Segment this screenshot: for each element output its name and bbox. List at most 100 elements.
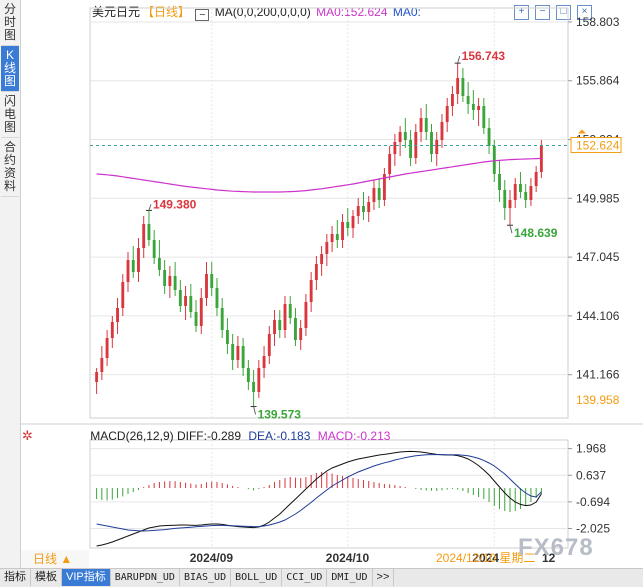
macd-diff: DIFF:-0.289 — [176, 429, 241, 443]
sidebar: 分时图 K线图 闪电图 合约资料 — [0, 0, 21, 568]
current-price-label: 152.624 — [576, 139, 620, 153]
candle-body — [126, 260, 130, 282]
date-label: 2024 — [472, 551, 499, 565]
candle-body — [424, 118, 428, 132]
candle-body — [461, 78, 465, 96]
indicator-tab-6[interactable]: CCI_UD — [282, 569, 328, 586]
indicator-tab-8[interactable]: >> — [373, 569, 395, 586]
candle-body — [372, 188, 376, 202]
current-price-box — [570, 137, 622, 154]
candle-body — [131, 260, 135, 272]
candle-body — [267, 334, 271, 356]
price-pane-frame — [89, 7, 569, 419]
candle-body — [471, 104, 475, 110]
candle-body — [137, 248, 140, 272]
candle-body — [152, 240, 156, 258]
add-icon[interactable]: + — [514, 5, 529, 20]
candle-body — [409, 140, 413, 158]
candle-body — [163, 270, 167, 286]
candle-body — [246, 368, 250, 382]
candle-body — [450, 94, 454, 106]
candle-body — [335, 234, 339, 240]
candle-body — [210, 274, 214, 288]
candle-body — [508, 200, 512, 208]
candle-body — [314, 264, 318, 280]
swing-low-annotation-leader — [509, 225, 513, 234]
candle-body — [430, 132, 433, 154]
candle-body — [147, 224, 151, 240]
candle-body — [283, 304, 287, 330]
sidebar-tab-3[interactable]: 合约资料 — [1, 138, 19, 197]
ma-settings-icon[interactable]: ∼ — [195, 9, 210, 21]
close-icon[interactable]: × — [577, 5, 592, 20]
macd-title: MACD(26,12,9) — [90, 429, 174, 443]
period-button[interactable]: 日线 ▲ — [33, 552, 73, 566]
minus-icon[interactable]: − — [535, 5, 550, 20]
macd-dea-line — [96, 454, 542, 532]
candle-body — [519, 184, 522, 192]
maximize-icon[interactable]: □ — [556, 5, 571, 20]
candle-body — [110, 322, 114, 338]
candle-body — [184, 296, 188, 306]
high-annotation: 156.743 — [462, 49, 506, 63]
watermark-logo: FX678 — [518, 534, 594, 561]
date-label: 2024/10 — [326, 551, 370, 565]
date-label: 2024/09 — [190, 551, 234, 565]
candle-body — [524, 192, 528, 200]
indicator-tab-5[interactable]: BOLL_UD — [231, 569, 283, 586]
edge-date-label: 12 — [542, 551, 556, 565]
candle-body — [477, 106, 481, 110]
candle-body — [445, 106, 449, 122]
macd-settings-icon[interactable]: ✲ — [22, 428, 33, 443]
chart-canvas[interactable]: 158.803155.864152.924149.985147.045144.1… — [0, 0, 643, 568]
candle-body — [299, 328, 303, 340]
candle-body — [215, 288, 219, 308]
candle-body — [356, 206, 360, 216]
price-tick-label: 144.106 — [576, 309, 620, 323]
sidebar-tab-2[interactable]: 闪电图 — [1, 92, 19, 138]
price-tick-label: 141.166 — [576, 368, 620, 382]
indicator-tab-4[interactable]: BIAS_UD — [180, 569, 232, 586]
candle-body — [194, 312, 198, 326]
indicator-tabs: 指标 模板 VIP指标 BARUPDN_UD BIAS_UD BOLL_UD CCI_UD D… — [0, 568, 643, 587]
candle-body — [403, 132, 407, 140]
indicator-tab-3[interactable]: BARUPDN_UD — [111, 569, 180, 586]
high-annotation-leader — [457, 56, 461, 64]
candle-body — [503, 190, 507, 208]
swing-high-annotation: 149.380 — [153, 197, 197, 211]
candle-body — [294, 318, 297, 340]
candle-body — [189, 296, 193, 312]
candle-body — [456, 78, 460, 94]
candle-body — [513, 184, 517, 200]
candle-body — [262, 356, 266, 368]
macd-tick-label: -0.694 — [576, 495, 610, 509]
candle-body — [320, 254, 324, 264]
candle-body — [351, 216, 355, 228]
candle-body — [362, 206, 365, 212]
window-buttons: + − □ × — [508, 1, 592, 20]
macd-dea: DEA:-0.183 — [248, 429, 311, 443]
macd-header: ✲ MACD(26,12,9) DIFF:-0.289 DEA:-0.183 M… — [22, 428, 390, 444]
candle-body — [236, 346, 240, 360]
indicator-tab-7[interactable]: DMI_UD — [327, 569, 373, 586]
indicator-tab-1[interactable]: 模板 — [31, 569, 62, 586]
price-tick-label: 147.045 — [576, 250, 620, 264]
candle-body — [225, 330, 229, 344]
candle-body — [398, 132, 402, 142]
macd-tick-label: 1.968 — [576, 442, 606, 456]
indicator-tab-0[interactable]: 指标 — [0, 569, 31, 586]
candle-body — [367, 202, 371, 212]
indicator-tab-2[interactable]: VIP指标 — [62, 569, 111, 586]
macd-value: MACD:-0.213 — [317, 429, 391, 443]
candle-body — [173, 276, 177, 290]
period-selector: 日线 ▲ — [21, 550, 89, 568]
candle-body — [393, 142, 397, 154]
price-tick-label: 158.803 — [576, 15, 620, 29]
candle-body — [492, 146, 496, 174]
sidebar-tab-0[interactable]: 分时图 — [1, 0, 19, 46]
price-up-arrow-icon — [578, 129, 586, 134]
candle-body — [241, 346, 245, 368]
candle-body — [199, 298, 203, 326]
candle-body — [498, 174, 501, 190]
sidebar-tab-1[interactable]: K线图 — [1, 46, 19, 92]
